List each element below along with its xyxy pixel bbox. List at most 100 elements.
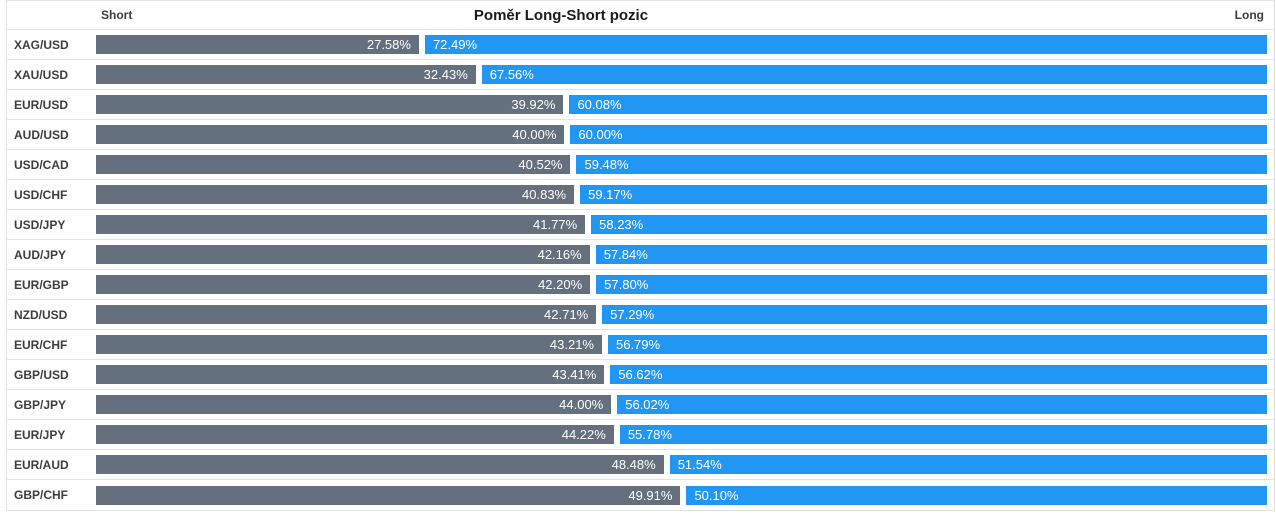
long-value: 67.56%: [489, 67, 534, 82]
chart-row: XAG/USD 27.58% 72.49%: [7, 30, 1274, 60]
short-value: 27.58%: [366, 37, 411, 52]
short-value: 43.41%: [552, 367, 597, 382]
chart-row: AUD/USD 40.00% 60.00%: [7, 120, 1274, 150]
short-value: 44.22%: [561, 427, 606, 442]
bar-area: 43.21% 56.79%: [96, 335, 1267, 354]
pair-label: GBP/JPY: [14, 397, 67, 412]
short-bar: 32.43%: [96, 65, 476, 84]
short-bar: 49.91%: [96, 485, 681, 505]
pair-label: EUR/GBP: [14, 277, 69, 292]
pair-label: EUR/JPY: [14, 427, 66, 442]
short-bar: 40.52%: [96, 155, 571, 174]
long-value: 58.23%: [599, 217, 644, 232]
bar-area: 44.22% 55.78%: [96, 425, 1267, 444]
short-value: 42.20%: [538, 277, 583, 292]
pair-label: XAG/USD: [14, 37, 69, 52]
chart-row: XAU/USD 32.43% 67.56%: [7, 60, 1274, 90]
short-value: 48.48%: [611, 457, 656, 472]
short-value: 44.00%: [559, 397, 604, 412]
short-axis-label: Short: [101, 8, 133, 22]
short-value: 39.92%: [511, 97, 556, 112]
pair-label: USD/CAD: [14, 157, 69, 172]
bar-area: 32.43% 67.56%: [96, 65, 1267, 84]
long-bar: 57.84%: [595, 245, 1267, 264]
long-bar: 56.02%: [617, 395, 1267, 414]
chart-row: USD/CAD 40.52% 59.48%: [7, 150, 1274, 180]
long-value: 56.02%: [625, 397, 670, 412]
chart-title: Poměr Long-Short pozic: [473, 7, 649, 24]
short-value: 32.43%: [423, 67, 468, 82]
long-value: 59.48%: [584, 157, 629, 172]
bar-area: 41.77% 58.23%: [96, 215, 1267, 234]
pair-label: USD/JPY: [14, 217, 66, 232]
long-value: 57.80%: [604, 277, 649, 292]
long-value: 50.10%: [694, 487, 739, 503]
long-bar: 56.62%: [610, 365, 1267, 384]
chart-rows: XAG/USD 27.58% 72.49% XAU/USD 32.43% 67.…: [7, 30, 1274, 510]
short-bar: 43.41%: [96, 365, 605, 384]
bar-area: 42.71% 57.29%: [96, 305, 1267, 324]
short-bar: 43.21%: [96, 335, 602, 354]
short-bar: 44.22%: [96, 425, 614, 444]
chart-row: GBP/USD 43.41% 56.62%: [7, 360, 1274, 390]
chart-row: USD/JPY 41.77% 58.23%: [7, 210, 1274, 240]
pair-label: EUR/CHF: [14, 337, 68, 352]
pair-label: EUR/AUD: [14, 457, 69, 472]
short-value: 42.71%: [544, 307, 589, 322]
chart-header: Short Poměr Long-Short pozic Long: [7, 1, 1274, 30]
chart-row: USD/CHF 40.83% 59.17%: [7, 180, 1274, 210]
bar-area: 39.92% 60.08%: [96, 95, 1267, 114]
short-bar: 42.71%: [96, 305, 597, 324]
pair-label: AUD/USD: [14, 127, 69, 142]
long-value: 55.78%: [627, 427, 672, 442]
short-bar: 42.16%: [96, 245, 590, 264]
short-bar: 42.20%: [96, 275, 591, 294]
pair-label: EUR/USD: [14, 97, 69, 112]
pair-label: AUD/JPY: [14, 247, 67, 262]
long-value: 60.08%: [577, 97, 622, 112]
short-bar: 40.83%: [96, 185, 575, 204]
bar-area: 44.00% 56.02%: [96, 395, 1267, 414]
long-bar: 57.29%: [602, 305, 1267, 324]
short-value: 41.77%: [533, 217, 578, 232]
short-value: 40.52%: [518, 157, 563, 172]
long-bar: 59.48%: [576, 155, 1267, 174]
chart-row: EUR/CHF 43.21% 56.79%: [7, 330, 1274, 360]
long-bar: 60.08%: [569, 95, 1267, 114]
chart-row: EUR/USD 39.92% 60.08%: [7, 90, 1274, 120]
pair-label: XAU/USD: [14, 67, 69, 82]
short-value: 49.91%: [628, 487, 673, 503]
short-bar: 48.48%: [96, 455, 664, 474]
long-axis-label: Long: [1234, 8, 1264, 22]
long-value: 56.79%: [615, 337, 661, 352]
long-value: 72.49%: [432, 37, 478, 52]
pair-label: NZD/USD: [14, 307, 68, 322]
short-value: 40.83%: [522, 187, 567, 202]
bar-area: 42.20% 57.80%: [96, 275, 1267, 294]
chart-row: GBP/JPY 44.00% 56.02%: [7, 390, 1274, 420]
short-value: 43.21%: [549, 337, 594, 352]
chart-row: AUD/JPY 42.16% 57.84%: [7, 240, 1274, 270]
long-value: 57.29%: [610, 307, 655, 322]
pair-label: GBP/USD: [14, 367, 69, 382]
long-bar: 57.80%: [596, 275, 1267, 294]
bar-area: 40.83% 59.17%: [96, 185, 1267, 204]
short-value: 40.00%: [512, 127, 557, 142]
bar-area: 42.16% 57.84%: [96, 245, 1267, 264]
long-bar: 67.56%: [481, 65, 1267, 84]
chart-row: EUR/GBP 42.20% 57.80%: [7, 270, 1274, 300]
short-bar: 27.58%: [96, 35, 419, 54]
chart-row: NZD/USD 42.71% 57.29%: [7, 300, 1274, 330]
pair-label: USD/CHF: [14, 187, 68, 202]
long-bar: 56.79%: [607, 335, 1267, 354]
long-bar: 58.23%: [591, 215, 1267, 234]
chart-row: EUR/JPY 44.22% 55.78%: [7, 420, 1274, 450]
short-value: 42.16%: [537, 247, 582, 262]
long-bar: 51.54%: [669, 455, 1267, 474]
bar-area: 49.91% 50.10%: [96, 485, 1267, 505]
long-value: 57.84%: [603, 247, 648, 262]
long-value: 51.54%: [677, 457, 722, 472]
long-bar: 60.00%: [570, 125, 1267, 144]
long-bar: 55.78%: [619, 425, 1267, 444]
long-value: 59.17%: [588, 187, 633, 202]
